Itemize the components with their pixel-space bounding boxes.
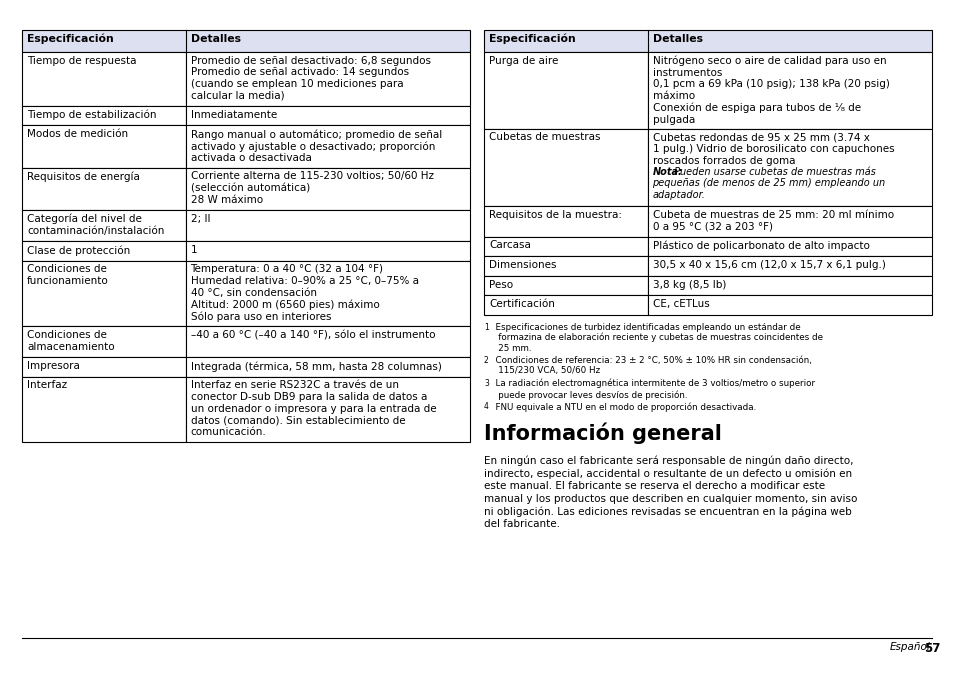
Text: Requisitos de la muestra:: Requisitos de la muestra: — [489, 209, 621, 219]
Bar — [185, 210, 470, 241]
Text: –40 a 60 °C (–40 a 140 °F), sólo el instrumento: –40 a 60 °C (–40 a 140 °F), sólo el inst… — [191, 330, 435, 340]
Bar — [22, 52, 185, 106]
Text: 2; II: 2; II — [191, 214, 210, 224]
Text: Purga de aire: Purga de aire — [489, 55, 558, 65]
Text: Pueden usarse cubetas de muestras más: Pueden usarse cubetas de muestras más — [670, 167, 875, 177]
Bar — [483, 129, 647, 205]
Bar — [483, 295, 647, 314]
Text: Nitrógeno seco o aire de calidad para uso en
instrumentos
0,1 pcm a 69 kPa (10 p: Nitrógeno seco o aire de calidad para us… — [652, 55, 888, 125]
Bar — [647, 205, 931, 236]
Text: En ningún caso el fabricante será responsable de ningún daño directo,
indirecto,: En ningún caso el fabricante será respon… — [483, 456, 857, 529]
Bar — [483, 275, 647, 295]
Bar — [22, 106, 185, 125]
Text: 2: 2 — [483, 356, 488, 365]
Text: Temperatura: 0 a 40 °C (32 a 104 °F)
Humedad relativa: 0–90% a 25 °C, 0–75% a
40: Temperatura: 0 a 40 °C (32 a 104 °F) Hum… — [191, 264, 418, 322]
Text: Detalles: Detalles — [191, 34, 240, 44]
Bar — [22, 30, 470, 52]
Bar — [185, 125, 470, 168]
Bar — [22, 260, 185, 326]
Text: Plástico de policarbonato de alto impacto: Plástico de policarbonato de alto impact… — [652, 240, 868, 251]
Text: Impresora: Impresora — [27, 361, 80, 371]
Bar — [647, 236, 931, 256]
Bar — [185, 357, 470, 376]
Text: Carcasa: Carcasa — [489, 240, 530, 250]
Text: Condiciones de referencia: 23 ± 2 °C, 50% ± 10% HR sin condensación,
   115/230 : Condiciones de referencia: 23 ± 2 °C, 50… — [490, 356, 811, 376]
Text: Especificaciones de turbidez identificadas empleando un estándar de
   formazina: Especificaciones de turbidez identificad… — [490, 322, 822, 353]
Text: Integrada (térmica, 58 mm, hasta 28 columnas): Integrada (térmica, 58 mm, hasta 28 colu… — [191, 361, 441, 371]
Bar — [647, 275, 931, 295]
Text: Interfaz: Interfaz — [27, 380, 67, 390]
Bar — [647, 295, 931, 314]
Bar — [185, 260, 470, 326]
Text: 4: 4 — [483, 402, 488, 411]
Text: Dimensiones: Dimensiones — [489, 260, 556, 270]
Bar — [647, 256, 931, 275]
Text: Cubetas redondas de 95 x 25 mm (3.74 x: Cubetas redondas de 95 x 25 mm (3.74 x — [652, 133, 868, 143]
Text: Modos de medición: Modos de medición — [27, 129, 128, 139]
Bar — [483, 256, 647, 275]
Text: Detalles: Detalles — [652, 34, 701, 44]
Text: Tiempo de estabilización: Tiempo de estabilización — [27, 110, 156, 120]
Text: 1: 1 — [191, 245, 197, 255]
Text: CE, cETLus: CE, cETLus — [652, 299, 708, 309]
Bar — [22, 326, 185, 357]
Bar — [185, 168, 470, 210]
Bar — [22, 125, 185, 168]
Text: Rango manual o automático; promedio de señal
activado y ajustable o desactivado;: Rango manual o automático; promedio de s… — [191, 129, 441, 164]
Bar — [22, 376, 185, 442]
Text: Información general: Información general — [483, 423, 721, 444]
Text: Interfaz en serie RS232C a través de un
conector D-sub DB9 para la salida de dat: Interfaz en serie RS232C a través de un … — [191, 380, 436, 437]
Text: pequeñas (de menos de 25 mm) empleando un: pequeñas (de menos de 25 mm) empleando u… — [652, 178, 884, 188]
Text: 57: 57 — [923, 642, 939, 655]
Bar — [185, 241, 470, 260]
Text: Requisitos de energía: Requisitos de energía — [27, 172, 140, 182]
Text: 30,5 x 40 x 15,6 cm (12,0 x 15,7 x 6,1 pulg.): 30,5 x 40 x 15,6 cm (12,0 x 15,7 x 6,1 p… — [652, 260, 884, 270]
Bar — [483, 236, 647, 256]
Text: 3,8 kg (8,5 lb): 3,8 kg (8,5 lb) — [652, 279, 725, 289]
Text: 1: 1 — [483, 322, 488, 332]
Bar — [185, 376, 470, 442]
Text: Cubetas de muestras: Cubetas de muestras — [489, 133, 599, 143]
Text: Promedio de señal desactivado: 6,8 segundos
Promedio de señal activado: 14 segun: Promedio de señal desactivado: 6,8 segun… — [191, 55, 430, 100]
Text: Certificación: Certificación — [489, 299, 555, 309]
Bar — [185, 52, 470, 106]
Bar — [22, 357, 185, 376]
Text: Especificación: Especificación — [27, 34, 113, 44]
Text: Peso: Peso — [489, 279, 513, 289]
Bar — [647, 129, 931, 205]
Text: Nota:: Nota: — [652, 167, 681, 177]
Text: Cubeta de muestras de 25 mm: 20 ml mínimo
0 a 95 °C (32 a 203 °F): Cubeta de muestras de 25 mm: 20 ml mínim… — [652, 209, 893, 231]
Text: Inmediatamente: Inmediatamente — [191, 110, 276, 120]
Text: Clase de protección: Clase de protección — [27, 245, 131, 256]
Text: 3: 3 — [483, 379, 488, 388]
Bar — [185, 106, 470, 125]
Bar — [483, 52, 647, 129]
Bar — [22, 168, 185, 210]
Bar — [647, 52, 931, 129]
Bar — [483, 30, 931, 52]
Text: roscados forrados de goma: roscados forrados de goma — [652, 155, 794, 166]
Bar — [22, 241, 185, 260]
Text: FNU equivale a NTU en el modo de proporción desactivada.: FNU equivale a NTU en el modo de proporc… — [490, 402, 756, 411]
Text: 1 pulg.) Vidrio de borosilicato con capuchones: 1 pulg.) Vidrio de borosilicato con capu… — [652, 144, 893, 154]
Text: Especificación: Especificación — [489, 34, 576, 44]
Text: Categoría del nivel de
contaminación/instalación: Categoría del nivel de contaminación/ins… — [27, 214, 164, 236]
Text: La radiación electromagnética intermitente de 3 voltios/metro o superior
   pued: La radiación electromagnética intermiten… — [490, 379, 814, 400]
Bar — [483, 205, 647, 236]
Text: Corriente alterna de 115-230 voltios; 50/60 Hz
(selección automática)
28 W máxim: Corriente alterna de 115-230 voltios; 50… — [191, 172, 433, 205]
Bar — [22, 210, 185, 241]
Text: adaptador.: adaptador. — [652, 190, 704, 200]
Text: Condiciones de
almacenamiento: Condiciones de almacenamiento — [27, 330, 114, 351]
Text: Condiciones de
funcionamiento: Condiciones de funcionamiento — [27, 264, 109, 286]
Text: Español: Español — [888, 642, 929, 652]
Text: Tiempo de respuesta: Tiempo de respuesta — [27, 55, 136, 65]
Bar — [185, 326, 470, 357]
